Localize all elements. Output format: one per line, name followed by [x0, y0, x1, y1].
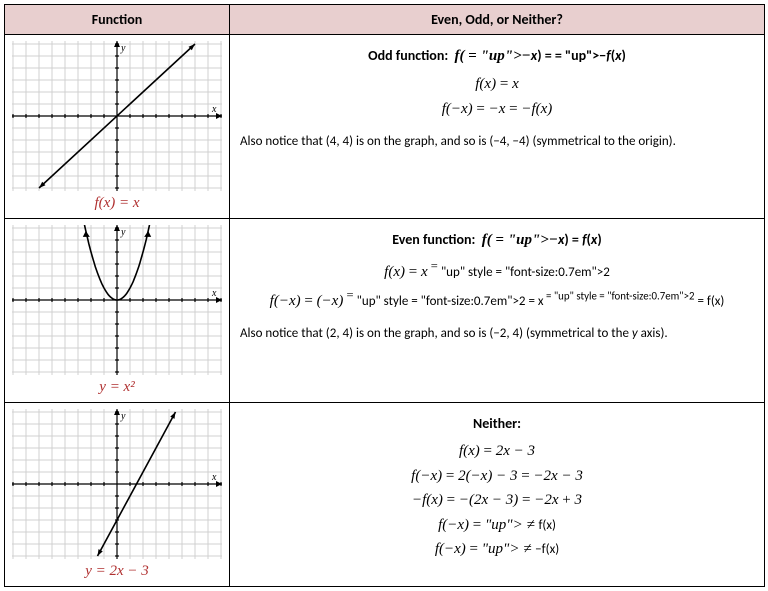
title-math: f( = "up">−: [482, 232, 558, 248]
math-line: f(−x) = 2(−x) − 3 = −2x − 3: [240, 465, 754, 488]
math-line: f(−x) = "up"> ≠ −f(x): [240, 538, 754, 561]
title-prefix: Even function:: [392, 231, 475, 248]
graph-caption: y = x²: [9, 379, 225, 400]
graph-caption: y = 2x − 3: [9, 563, 225, 584]
classification-title: Neither:: [240, 415, 754, 432]
function-cell: xyy = x²: [5, 219, 230, 403]
classification-title: Odd function: f( = "up">−x) = = "up">−f(…: [240, 47, 754, 65]
function-symmetry-table: Function Even, Odd, or Neither? xyf(x) =…: [4, 4, 765, 587]
graph: xy: [12, 225, 222, 375]
description-cell: Odd function: f( = "up">−x) = = "up">−f(…: [230, 35, 765, 219]
table-row: xyf(x) = xOdd function: f( = "up">−x) = …: [5, 35, 765, 219]
svg-text:y: y: [120, 43, 126, 54]
function-cell: xyf(x) = x: [5, 35, 230, 219]
math-line: f(−x) = −x = −f(x): [240, 98, 754, 121]
symmetry-note: Also notice that (2, 4) is on the graph,…: [240, 326, 754, 341]
header-function: Function: [5, 5, 230, 35]
title-math: f( = "up">−: [455, 48, 531, 64]
math-line: f(−x) = (−x) = "up" style = "font-size:0…: [240, 286, 754, 313]
svg-text:x: x: [211, 104, 217, 115]
svg-text:y: y: [120, 411, 126, 422]
svg-text:x: x: [211, 288, 217, 299]
graph-caption: f(x) = x: [9, 195, 225, 216]
math-line: f(x) = x: [240, 73, 754, 96]
math-line: f(x) = 2x − 3: [240, 440, 754, 463]
symmetry-note: Also notice that (4, 4) is on the graph,…: [240, 134, 754, 149]
description-cell: Even function: f( = "up">−x) = f(x) f(x) …: [230, 219, 765, 403]
header-classification: Even, Odd, or Neither?: [230, 5, 765, 35]
graph: xy: [12, 409, 222, 559]
function-cell: xyy = 2x − 3: [5, 403, 230, 587]
description-cell: Neither: f(x) = 2x − 3f(−x) = 2(−x) − 3 =…: [230, 403, 765, 587]
table-row: xyy = 2x − 3Neither:f(x) = 2x − 3f(−x) =…: [5, 403, 765, 587]
classification-title: Even function: f( = "up">−x) = f(x): [240, 231, 754, 249]
math-line: f(−x) = "up"> ≠ f(x): [240, 514, 754, 537]
svg-text:x: x: [211, 472, 217, 483]
svg-text:y: y: [120, 227, 126, 238]
title-prefix: Odd function:: [368, 47, 448, 64]
math-line: f(x) = x = "up" style = "font-size:0.7em…: [240, 257, 754, 284]
title-prefix: Neither:: [473, 415, 521, 432]
graph: xy: [12, 41, 222, 191]
math-line: −f(x) = −(2x − 3) = −2x + 3: [240, 489, 754, 512]
table-row: xyy = x²Even function: f( = "up">−x) = f…: [5, 219, 765, 403]
